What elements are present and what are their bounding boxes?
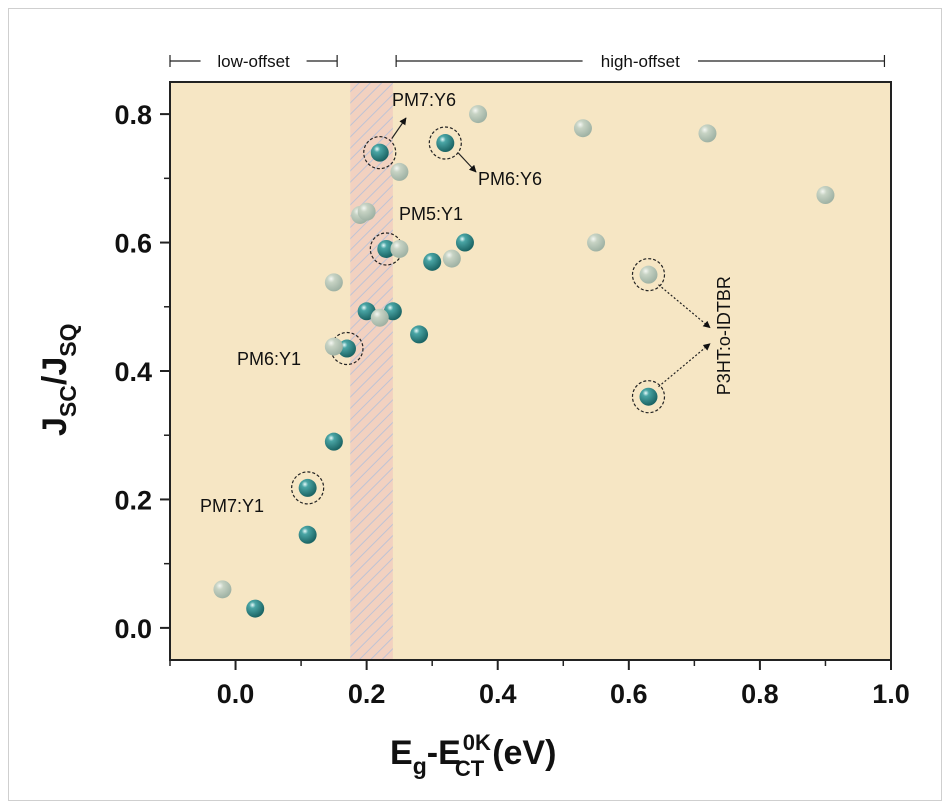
data-point-dark [410, 325, 429, 344]
highlight-ring [363, 136, 397, 170]
annotation-label: PM5:Y1 [399, 204, 463, 224]
annotation-arrow [658, 284, 711, 329]
x-tick-label: 0.2 [348, 679, 386, 709]
data-point-dark [298, 525, 317, 544]
region-label: high-offset [601, 52, 680, 71]
data-point-light [698, 124, 717, 143]
data-point-light [587, 233, 606, 252]
data-point-light [370, 308, 389, 327]
y-tick-label: 0.4 [114, 357, 152, 387]
data-point-dark [455, 233, 474, 252]
data-point-dark [377, 239, 396, 258]
data-point-light [390, 162, 409, 181]
data-point-light [324, 273, 343, 292]
data-point-light [816, 186, 835, 205]
annotation-arrow [658, 343, 711, 388]
x-tick-label: 0.8 [741, 679, 779, 709]
data-point-dark [298, 478, 317, 497]
annotation-arrow [457, 152, 477, 173]
x-tick-label: 0.4 [479, 679, 517, 709]
data-point-light [390, 239, 409, 258]
highlight-ring [291, 471, 325, 505]
data-point-dark [324, 432, 343, 451]
y-axis-label: JSC/JSQ [36, 324, 81, 436]
y-tick-label: 0.6 [114, 229, 152, 259]
x-tick-label: 1.0 [872, 679, 910, 709]
highlight-ring [330, 331, 364, 366]
plot-area [170, 82, 891, 660]
annotation-label: P3HT:o-IDTBR [714, 276, 734, 395]
annotation-arrow [391, 117, 407, 139]
region-label: low-offset [217, 52, 290, 71]
shaded-band [350, 83, 393, 659]
data-point-dark [436, 134, 455, 153]
x-tick-label: 0.0 [217, 679, 255, 709]
data-point-light [213, 580, 232, 599]
data-point-dark [246, 599, 265, 618]
annotation-label: PM6:Y1 [237, 349, 301, 369]
highlight-ring [428, 126, 462, 160]
highlight-ring [631, 258, 666, 292]
data-point-light [639, 265, 658, 284]
y-tick-label: 0.2 [114, 485, 152, 515]
x-axis-label: Eg-E0K CT (eV) [390, 730, 556, 781]
data-point-light [324, 337, 343, 356]
data-point-light [442, 249, 461, 268]
data-point-dark [639, 387, 658, 406]
data-point-dark [423, 252, 442, 271]
annotation-label: PM6:Y6 [478, 169, 542, 189]
y-tick-label: 0.0 [114, 614, 152, 644]
data-point-light [469, 105, 488, 124]
annotation-label: PM7:Y1 [200, 496, 264, 516]
data-point-dark [370, 143, 389, 162]
y-tick-label: 0.8 [114, 100, 152, 130]
data-point-light [573, 119, 592, 138]
x-tick-label: 0.6 [610, 679, 648, 709]
highlight-ring [631, 380, 666, 414]
data-point-light [357, 202, 376, 221]
annotation-label: PM7:Y6 [392, 90, 456, 110]
